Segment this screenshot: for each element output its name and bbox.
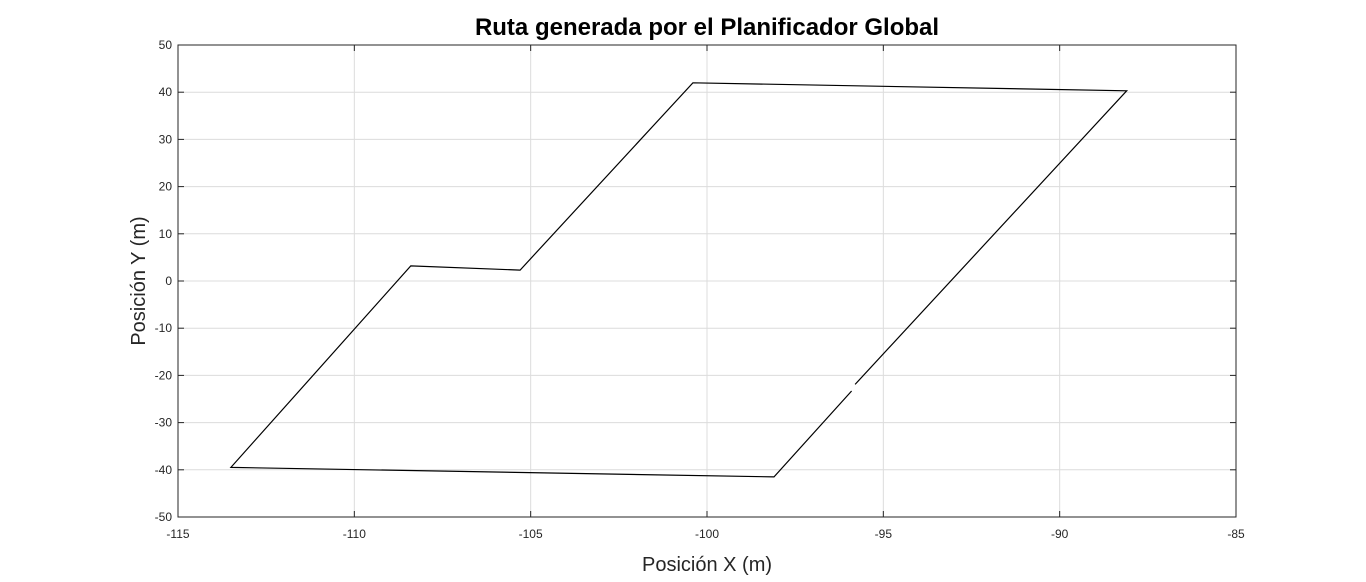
y-tick-label: -30 xyxy=(155,416,173,430)
y-tick-label: 0 xyxy=(165,274,172,288)
x-tick-label: -90 xyxy=(1051,527,1069,541)
ticks xyxy=(177,44,1237,518)
y-tick-label: 40 xyxy=(159,85,173,99)
y-tick-label: -10 xyxy=(155,321,173,335)
x-tick-label: -95 xyxy=(875,527,893,541)
tick-labels: -115 -110 -105 -100 -95 -90 -85-50-40-30-20-10… xyxy=(155,38,1245,541)
y-tick-label: 10 xyxy=(159,227,173,241)
grid xyxy=(178,45,1236,517)
x-tick-label: -100 xyxy=(695,527,719,541)
y-tick-label: 50 xyxy=(159,38,173,52)
chart-title: Ruta generada por el Planificador Global xyxy=(475,14,939,41)
y-tick-label: 30 xyxy=(159,132,173,146)
plot-lines xyxy=(229,82,1129,478)
y-tick-label: -20 xyxy=(155,368,173,382)
y-tick-label: 20 xyxy=(159,180,173,194)
y-tick-label: -50 xyxy=(155,510,173,524)
y-axis-label: Posición Y (m) xyxy=(128,216,150,345)
x-tick-label: -115 xyxy=(166,527,189,541)
x-tick-label: -85 xyxy=(1227,527,1245,541)
x-tick-label: -110 xyxy=(343,527,366,541)
x-tick-label: -105 xyxy=(519,527,543,541)
route-path-line xyxy=(229,82,1129,478)
y-tick-label: -40 xyxy=(155,463,173,477)
x-axis-label: Posición X (m) xyxy=(642,554,772,576)
